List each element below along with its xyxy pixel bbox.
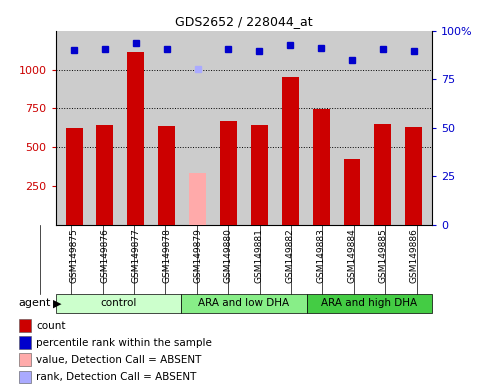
Text: GSM149886: GSM149886 bbox=[409, 228, 418, 283]
Bar bbox=[158, 126, 175, 225]
Bar bbox=[282, 77, 298, 225]
Bar bbox=[189, 173, 206, 225]
Text: ▶: ▶ bbox=[53, 298, 62, 308]
Bar bbox=[251, 124, 268, 225]
Bar bbox=[128, 53, 144, 225]
Bar bbox=[374, 124, 391, 225]
Text: GSM149875: GSM149875 bbox=[70, 228, 79, 283]
Bar bbox=[343, 159, 360, 225]
Text: GSM149879: GSM149879 bbox=[193, 228, 202, 283]
Text: GSM149883: GSM149883 bbox=[317, 228, 326, 283]
Title: GDS2652 / 228044_at: GDS2652 / 228044_at bbox=[175, 15, 313, 28]
Bar bbox=[307, 294, 432, 313]
Bar bbox=[19, 319, 31, 332]
Bar bbox=[19, 353, 31, 366]
Text: ARA and high DHA: ARA and high DHA bbox=[321, 298, 418, 308]
Bar bbox=[19, 371, 31, 383]
Bar bbox=[181, 294, 307, 313]
Text: GSM149882: GSM149882 bbox=[286, 228, 295, 283]
Bar bbox=[97, 125, 114, 225]
Bar bbox=[405, 127, 422, 225]
Text: count: count bbox=[36, 321, 66, 331]
Text: GSM149876: GSM149876 bbox=[100, 228, 110, 283]
Bar bbox=[56, 294, 181, 313]
Text: value, Detection Call = ABSENT: value, Detection Call = ABSENT bbox=[36, 355, 201, 365]
Text: GSM149884: GSM149884 bbox=[347, 228, 356, 283]
Text: GSM149878: GSM149878 bbox=[162, 228, 171, 283]
Bar bbox=[313, 109, 329, 225]
Text: ARA and low DHA: ARA and low DHA bbox=[199, 298, 289, 308]
Bar bbox=[66, 129, 83, 225]
Text: GSM149881: GSM149881 bbox=[255, 228, 264, 283]
Text: GSM149880: GSM149880 bbox=[224, 228, 233, 283]
Text: GSM149877: GSM149877 bbox=[131, 228, 141, 283]
Text: control: control bbox=[100, 298, 137, 308]
Text: agent: agent bbox=[18, 298, 51, 308]
Text: rank, Detection Call = ABSENT: rank, Detection Call = ABSENT bbox=[36, 372, 197, 382]
Bar bbox=[19, 336, 31, 349]
Bar bbox=[220, 121, 237, 225]
Text: percentile rank within the sample: percentile rank within the sample bbox=[36, 338, 212, 348]
Text: GSM149885: GSM149885 bbox=[378, 228, 387, 283]
